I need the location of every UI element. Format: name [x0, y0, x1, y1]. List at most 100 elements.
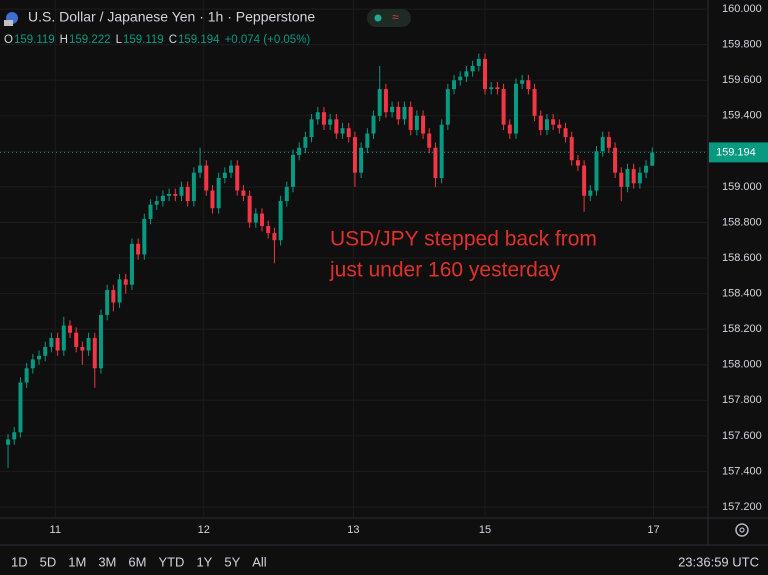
- candle: [136, 238, 141, 260]
- candle-body: [352, 137, 357, 173]
- candle: [67, 320, 72, 339]
- candle: [229, 160, 234, 179]
- x-tick-label: 12: [198, 524, 210, 536]
- candle-body: [24, 368, 29, 383]
- candle: [160, 190, 165, 207]
- range-button[interactable]: 1Y: [196, 554, 212, 569]
- y-tick-label: 157.600: [722, 430, 762, 442]
- candle: [414, 110, 419, 136]
- range-button[interactable]: 1M: [68, 554, 86, 569]
- range-button[interactable]: 6M: [128, 554, 146, 569]
- range-button[interactable]: 1D: [11, 554, 28, 569]
- last-price-badge: [709, 142, 768, 163]
- range-button[interactable]: YTD: [158, 554, 184, 569]
- range-button[interactable]: 3M: [98, 554, 116, 569]
- candle-body: [606, 137, 611, 148]
- status-dot: [374, 14, 382, 22]
- candle: [105, 284, 110, 321]
- candle: [483, 53, 488, 95]
- symbol-icon-flag: [4, 20, 13, 26]
- y-tick-label: 158.200: [722, 323, 762, 335]
- candle-body: [421, 115, 426, 134]
- candle: [421, 110, 426, 139]
- candle: [544, 113, 549, 136]
- candle: [6, 434, 11, 468]
- candle-body: [191, 172, 196, 202]
- candle-body: [321, 112, 326, 125]
- candle: [123, 274, 128, 294]
- candle-body: [365, 133, 370, 148]
- candle: [433, 142, 438, 187]
- candle-body: [303, 137, 308, 148]
- candle-body: [569, 137, 574, 161]
- candle: [328, 113, 333, 130]
- candle-body: [253, 213, 258, 223]
- candle-body: [476, 58, 481, 66]
- candle-body: [136, 243, 141, 255]
- candle-body: [80, 346, 85, 351]
- candle: [551, 113, 556, 130]
- candle: [582, 160, 587, 212]
- settings-button-center: [739, 527, 745, 533]
- candle: [61, 316, 66, 356]
- candle: [594, 145, 599, 196]
- candle-body: [613, 147, 618, 173]
- y-tick-label: 159.400: [722, 110, 762, 122]
- candle-body: [111, 290, 116, 303]
- candle-body: [470, 65, 475, 72]
- candle: [284, 181, 289, 207]
- candle: [272, 227, 277, 264]
- candle: [303, 131, 308, 154]
- candle-body: [557, 124, 562, 129]
- range-button[interactable]: 5D: [40, 554, 57, 569]
- settings-button[interactable]: [735, 523, 749, 537]
- candle: [340, 122, 345, 139]
- candle-body: [445, 89, 450, 125]
- y-tick-label: 159.000: [722, 181, 762, 193]
- candle: [452, 74, 457, 95]
- candle-body: [383, 89, 388, 113]
- candle: [557, 119, 562, 134]
- candle: [129, 238, 134, 291]
- candle-body: [334, 119, 339, 134]
- candle: [30, 354, 35, 374]
- candle-body: [513, 83, 518, 134]
- candle: [644, 160, 649, 179]
- candle: [222, 167, 227, 184]
- candle-body: [148, 204, 153, 219]
- candle-body: [272, 233, 277, 241]
- candle: [489, 81, 494, 95]
- candle: [92, 332, 97, 388]
- candle: [154, 195, 159, 211]
- candle-body: [284, 186, 289, 202]
- candle: [390, 101, 395, 118]
- candle-body: [37, 355, 42, 360]
- candle-body: [644, 165, 649, 173]
- y-tick-label: 158.600: [722, 252, 762, 264]
- candle: [371, 110, 376, 139]
- candle: [241, 185, 246, 202]
- candle: [650, 147, 655, 166]
- candle-body: [390, 106, 395, 113]
- candle: [464, 65, 469, 82]
- candle: [359, 142, 364, 179]
- status-badge: [367, 9, 411, 27]
- candle-body: [260, 213, 265, 227]
- status-icon: ≈: [392, 10, 399, 24]
- candle-body: [12, 432, 17, 440]
- candle-body: [185, 186, 190, 202]
- candle: [495, 81, 500, 95]
- candle: [352, 131, 357, 187]
- candle-body: [483, 58, 488, 90]
- range-button[interactable]: 5Y: [224, 554, 240, 569]
- candle-body: [532, 89, 537, 116]
- last-price-label: 159.194: [716, 146, 756, 158]
- candle-body: [18, 382, 23, 433]
- candle-body: [129, 243, 134, 285]
- candle: [80, 341, 85, 365]
- candle: [507, 119, 512, 139]
- range-button[interactable]: All: [252, 554, 267, 569]
- candle: [396, 101, 401, 125]
- candle-body: [315, 112, 320, 120]
- y-tick-label: 157.200: [722, 501, 762, 513]
